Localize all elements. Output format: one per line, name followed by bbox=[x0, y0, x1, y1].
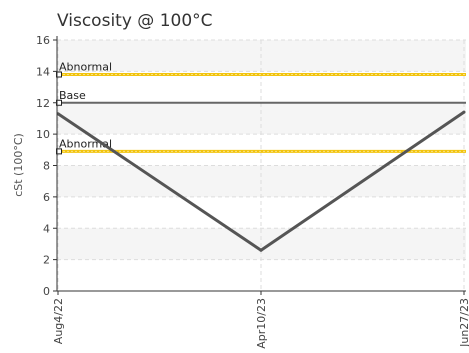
y-tick-label-8: 8 bbox=[43, 160, 50, 173]
x-tick-labels: Aug4/22 Apr10/23 Jun27/23 bbox=[52, 298, 469, 349]
reference-label-0: Abnormal bbox=[59, 61, 112, 74]
y-tick-label-0: 0 bbox=[43, 285, 50, 298]
data-point-0-1 bbox=[259, 248, 263, 252]
y-tick-label-6: 6 bbox=[43, 191, 50, 204]
data-point-0-2 bbox=[462, 110, 466, 114]
x-tick-label-1: Apr10/23 bbox=[255, 298, 268, 349]
y-tick-label-12: 12 bbox=[36, 97, 50, 110]
y-axis-label: cSt (100°C) bbox=[12, 133, 25, 197]
background-bands bbox=[57, 40, 466, 260]
axes bbox=[53, 36, 466, 295]
x-tick-label-2: Jun27/23 bbox=[458, 298, 469, 348]
y-tick-label-2: 2 bbox=[43, 254, 50, 267]
chart-title: Viscosity @ 100°C bbox=[57, 11, 213, 31]
x-tick-label-0: Aug4/22 bbox=[52, 298, 65, 344]
y-tick-label-16: 16 bbox=[36, 34, 50, 47]
y-tick-label-4: 4 bbox=[43, 222, 50, 235]
y-tick-label-10: 10 bbox=[36, 128, 50, 141]
y-tick-labels: 0 2 4 6 8 10 12 14 16 bbox=[36, 34, 50, 298]
reference-label-1: Base bbox=[59, 89, 86, 102]
y-tick-label-14: 14 bbox=[36, 65, 50, 78]
